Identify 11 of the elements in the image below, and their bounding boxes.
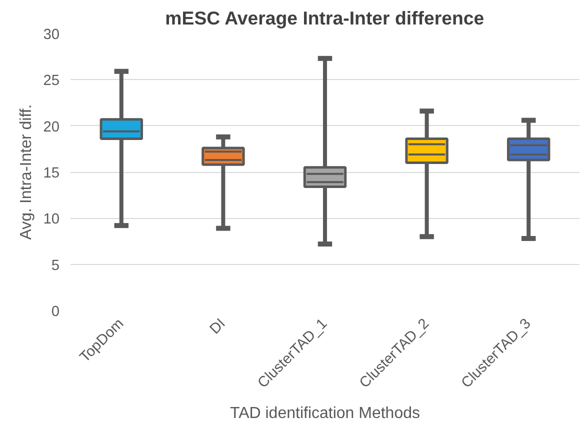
y-tick-label: 10: [43, 212, 60, 228]
chart-title: mESC Average Intra-Inter difference: [165, 8, 484, 28]
y-tick-label: 25: [43, 73, 60, 90]
x-tick-label: DI: [207, 316, 229, 338]
y-axis-title: Avg. Intra-Inter diff.: [18, 104, 36, 240]
x-axis-title: TAD identification Methods: [230, 405, 420, 422]
y-tick-label: 15: [43, 166, 60, 182]
y-tick-label: 20: [43, 119, 60, 136]
y-tick-label: 30: [43, 27, 60, 43]
y-tick-label: 5: [51, 258, 60, 274]
y-tick-label: 0: [51, 304, 60, 320]
